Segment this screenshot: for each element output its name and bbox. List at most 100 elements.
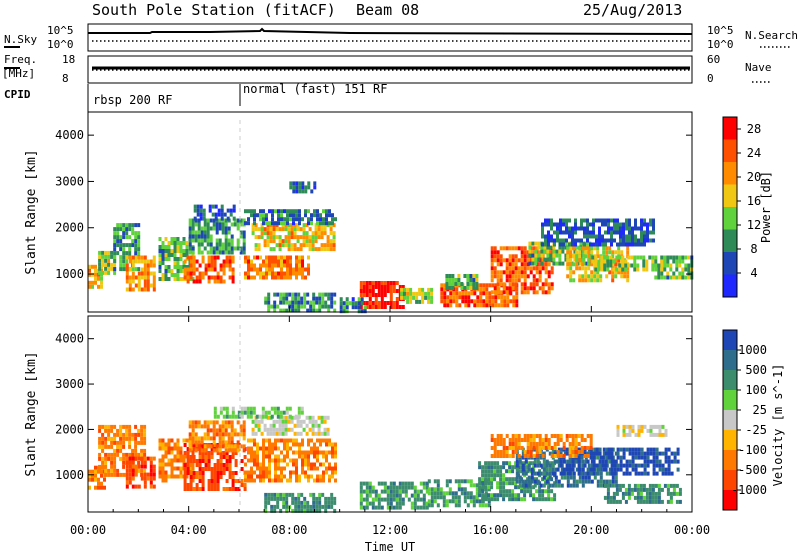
power-cell xyxy=(247,267,250,272)
power-cell xyxy=(113,262,117,267)
power-cell xyxy=(508,282,512,287)
power-cell xyxy=(628,234,631,239)
power-cell xyxy=(211,204,215,209)
power-cell xyxy=(199,204,203,209)
velocity-cell xyxy=(484,481,488,486)
power-cell xyxy=(624,263,628,268)
velocity-cell xyxy=(553,434,557,438)
velocity-cell xyxy=(596,479,600,484)
velocity-cell xyxy=(88,485,91,490)
velocity-cell xyxy=(240,414,244,419)
power-cell xyxy=(299,235,303,240)
velocity-cell xyxy=(398,505,402,510)
power-cell xyxy=(319,213,322,218)
velocity-cell xyxy=(532,465,536,470)
power-cell xyxy=(307,255,310,260)
power-cell xyxy=(212,246,216,251)
velocity-cell xyxy=(569,483,573,488)
velocity-cell xyxy=(672,491,676,496)
power-cell xyxy=(406,291,410,296)
velocity-cell xyxy=(319,450,322,455)
power-cell xyxy=(458,303,462,308)
power-cell xyxy=(250,209,253,214)
velocity-cell xyxy=(666,491,670,496)
power-cell xyxy=(523,246,527,251)
velocity-cell xyxy=(475,483,479,488)
velocity-cell xyxy=(526,442,530,446)
velocity-cell xyxy=(198,455,202,459)
power-cell xyxy=(421,299,425,304)
power-cell xyxy=(280,267,283,272)
velocity-cell xyxy=(228,471,232,475)
velocity-colorbar-swatch xyxy=(723,410,737,430)
velocity-cell xyxy=(206,428,210,433)
velocity-cell xyxy=(274,470,277,475)
velocity-cell xyxy=(195,475,199,479)
power-cell xyxy=(137,235,141,240)
velocity-cell xyxy=(631,451,635,456)
power-cell xyxy=(538,274,542,279)
power-cell xyxy=(581,274,585,279)
velocity-cell xyxy=(325,442,328,447)
power-cell xyxy=(188,246,192,251)
velocity-cell xyxy=(140,456,144,461)
power-cell xyxy=(262,275,265,280)
velocity-cell xyxy=(523,493,527,498)
power-cell xyxy=(274,259,277,264)
power-cell xyxy=(520,274,524,279)
velocity-cell xyxy=(490,477,494,482)
velocity-cell xyxy=(530,475,534,480)
power-cell xyxy=(226,216,230,221)
power-cell xyxy=(200,250,204,255)
velocity-cell xyxy=(451,499,455,504)
power-cell xyxy=(547,286,551,291)
power-cell xyxy=(193,208,197,213)
power-cell xyxy=(91,272,94,277)
power-cell xyxy=(143,259,147,264)
velocity-cell xyxy=(304,450,307,455)
velocity-cell xyxy=(275,431,279,436)
power-cell xyxy=(490,278,494,283)
velocity-cell xyxy=(231,483,235,487)
power-cell xyxy=(476,295,480,300)
velocity-cell xyxy=(664,447,668,452)
velocity-cell xyxy=(643,451,647,456)
velocity-cell xyxy=(331,454,334,459)
power-cell xyxy=(134,243,138,248)
power-cell xyxy=(624,259,628,264)
velocity-cell xyxy=(587,463,591,468)
velocity-cell xyxy=(194,424,198,429)
velocity-cell xyxy=(228,459,232,463)
power-cell xyxy=(377,285,381,289)
power-cell xyxy=(550,270,554,275)
velocity-cell xyxy=(374,497,378,502)
velocity-cell xyxy=(515,463,519,468)
power-cell xyxy=(315,308,319,313)
power-cell xyxy=(654,259,658,264)
power-cell xyxy=(207,275,211,280)
velocity-cell xyxy=(380,505,384,510)
power-cell xyxy=(616,218,619,223)
power-cell xyxy=(646,226,649,231)
velocity-cell xyxy=(247,470,250,475)
power-cell xyxy=(374,285,378,289)
power-cell xyxy=(188,222,192,227)
velocity-cell xyxy=(454,495,458,500)
velocity-cell xyxy=(327,500,331,505)
power-cell xyxy=(472,286,476,290)
power-cell xyxy=(479,295,483,300)
power-cell xyxy=(295,217,298,222)
power-cell xyxy=(213,267,217,272)
velocity-cell xyxy=(311,427,315,432)
velocity-cell xyxy=(191,424,195,429)
velocity-cell xyxy=(499,477,503,482)
velocity-colorbar-swatch xyxy=(723,430,737,450)
velocity-cell xyxy=(294,500,298,505)
velocity-cell xyxy=(292,470,295,475)
power-cell xyxy=(213,259,217,264)
velocity-cell xyxy=(532,446,536,450)
velocity-cell xyxy=(565,434,569,438)
velocity-cell xyxy=(634,463,638,468)
velocity-cell xyxy=(250,478,253,483)
power-cell xyxy=(374,301,378,305)
